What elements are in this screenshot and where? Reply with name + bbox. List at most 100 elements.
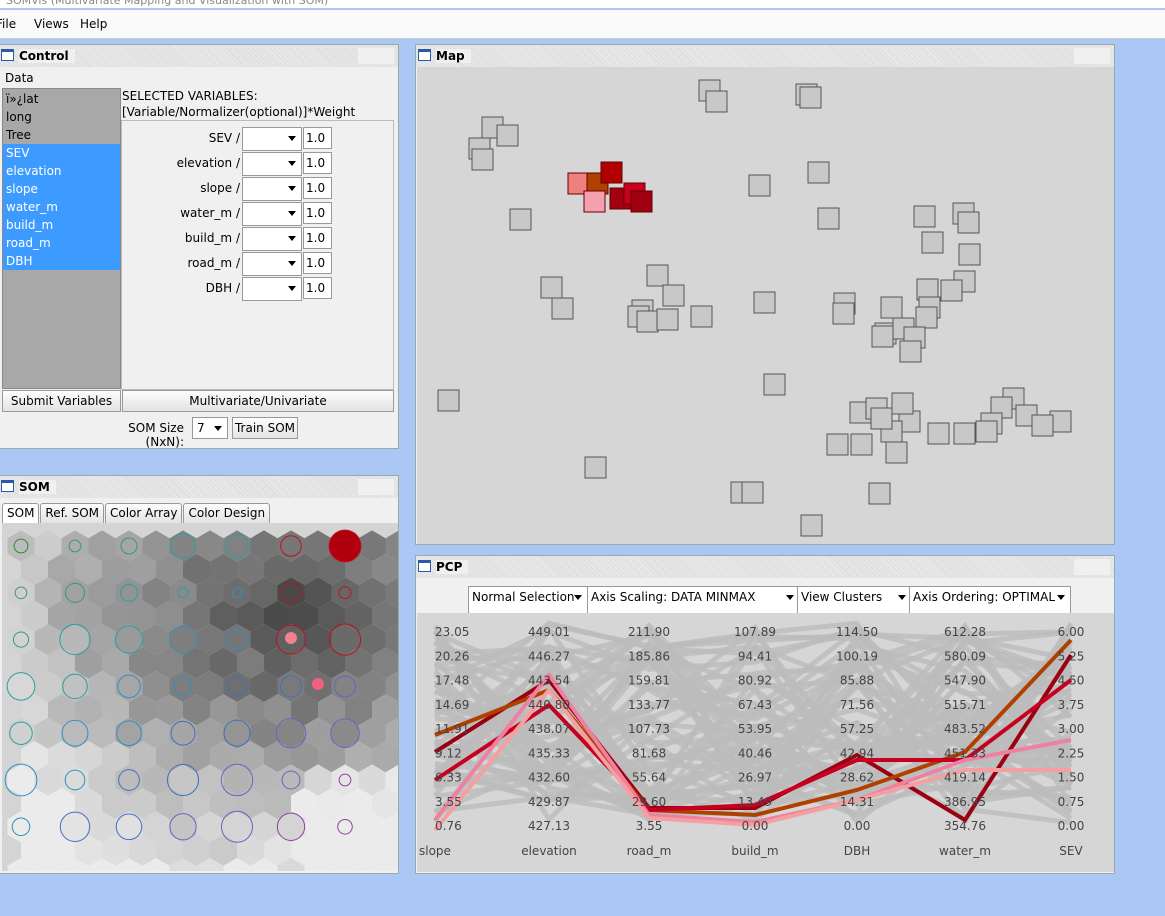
- hex-cell: [183, 647, 210, 679]
- axis-tick-label: 185.86: [628, 649, 670, 663]
- hex-cell: [7, 764, 35, 796]
- normalizer-combo[interactable]: [242, 227, 302, 251]
- hex-cell: [277, 764, 305, 796]
- variable-item[interactable]: build_m: [3, 216, 120, 234]
- map-node: [832, 302, 855, 325]
- panel-header: SOM: [0, 476, 398, 498]
- dropdown-label: Axis Ordering: OPTIMAL: [913, 590, 1056, 604]
- dropdown-label: View Clusters: [801, 590, 883, 604]
- som-size-combo[interactable]: 7: [192, 417, 228, 439]
- variable-list: ï»¿lat long Tree SEV elevation slope water_m bu…: [2, 88, 121, 389]
- node-circle: [64, 769, 86, 791]
- hex-cell: [372, 694, 398, 726]
- pcp-dropdown[interactable]: Axis Scaling: DATA MINMAX: [587, 586, 800, 616]
- axis-tick-label: 427.13: [528, 819, 570, 833]
- node-circle: [68, 539, 82, 553]
- pcp-panel: PCP Normal Selection Axis Scaling: DATA M…: [415, 555, 1115, 874]
- node-circle: [11, 817, 31, 837]
- normalizer-combo[interactable]: [242, 277, 302, 301]
- weight-field[interactable]: 1.0: [303, 227, 332, 249]
- hex-cell: [21, 834, 48, 866]
- variable-item[interactable]: long: [6, 110, 32, 124]
- normalizer-combo[interactable]: [242, 127, 302, 151]
- variable-item[interactable]: DBH: [3, 252, 120, 270]
- axis-tick-label: 580.09: [944, 649, 986, 663]
- hex-cell: [223, 811, 251, 843]
- hex-cell: [196, 624, 224, 656]
- hex-cell: [129, 834, 156, 866]
- hex-cell: [237, 600, 264, 632]
- window-title: SOMVis (Multivariate Mapping and Visuali…: [6, 0, 329, 7]
- row-label: road_m /: [122, 256, 240, 270]
- tab[interactable]: Color Array: [105, 503, 183, 523]
- weight-field[interactable]: 1.0: [303, 202, 332, 224]
- variable-item[interactable]: elevation: [3, 162, 120, 180]
- menu-item[interactable]: Help: [80, 17, 108, 31]
- pcp-dropdown[interactable]: Axis Ordering: OPTIMAL: [909, 586, 1071, 616]
- tab[interactable]: Ref. SOM: [40, 503, 104, 523]
- submit-button[interactable]: Submit Variables: [2, 390, 121, 412]
- map-node: [748, 174, 771, 197]
- node-circle: [59, 811, 91, 843]
- map-node: [913, 205, 936, 228]
- node-circle: [9, 721, 33, 745]
- variable-item[interactable]: water_m: [3, 198, 120, 216]
- weight-field[interactable]: 1.0: [303, 177, 332, 199]
- pcp-dropdown[interactable]: Normal Selection: [468, 586, 588, 616]
- node-circle: [114, 625, 144, 654]
- weight-field[interactable]: 1.0: [303, 277, 332, 299]
- normalizer-combo[interactable]: [242, 202, 302, 226]
- row-label: SEV /: [122, 131, 240, 145]
- hex-cell: [156, 834, 183, 866]
- tab[interactable]: Color Design: [183, 503, 271, 523]
- train-button[interactable]: Train SOM: [232, 417, 298, 439]
- node-circle: [118, 769, 140, 791]
- hex-cell: [372, 600, 398, 632]
- hex-cell: [385, 577, 398, 608]
- menu-bar: File Views Help: [0, 10, 1165, 39]
- variable-name: water_m: [180, 206, 233, 220]
- variable-item[interactable]: Tree: [6, 128, 32, 142]
- weight-field[interactable]: 1.0: [303, 152, 332, 174]
- node-circle: [116, 720, 142, 747]
- node-circle: [338, 773, 352, 787]
- weight-field[interactable]: 1.0: [303, 127, 332, 149]
- hex-cell: [183, 694, 210, 726]
- hex-cell: [7, 811, 35, 843]
- hex-cell: [358, 717, 386, 749]
- hex-cell: [183, 553, 210, 585]
- pcp-line: [434, 641, 1073, 824]
- hex-cell: [277, 717, 305, 749]
- hex-cell: [358, 530, 386, 562]
- normalizer-combo[interactable]: [242, 152, 302, 176]
- hex-cell: [345, 647, 372, 679]
- hex-cell: [169, 670, 197, 702]
- normalizer-combo[interactable]: [242, 177, 302, 201]
- node-circle: [280, 582, 302, 603]
- hex-cell: [88, 811, 116, 843]
- axis-tick-label: 432.60: [528, 771, 570, 785]
- menu-item[interactable]: Views: [34, 17, 69, 31]
- variable-item[interactable]: SEV: [3, 144, 120, 162]
- map-node: [880, 296, 903, 319]
- pcp-dropdown[interactable]: View Clusters: [797, 586, 912, 616]
- axis-tick-label: 419.14: [944, 771, 986, 785]
- variable-item[interactable]: ï»¿lat: [6, 92, 39, 106]
- axis-tick-label: 3.00: [1058, 722, 1085, 736]
- mode-button[interactable]: Multivariate/Univariate: [122, 390, 394, 412]
- variable-item[interactable]: road_m: [3, 234, 120, 252]
- hex-cell: [223, 530, 251, 562]
- node-circle: [173, 677, 193, 696]
- axis-tick-label: 435.33: [528, 746, 570, 760]
- normalizer-combo[interactable]: [242, 252, 302, 276]
- tab[interactable]: SOM: [2, 503, 40, 523]
- variable-item[interactable]: slope: [3, 180, 120, 198]
- node-circle: [59, 623, 91, 656]
- hex-cell: [372, 647, 398, 679]
- variable-name: SEV: [208, 131, 233, 145]
- map-node: [471, 148, 494, 171]
- weight-field[interactable]: 1.0: [303, 252, 332, 274]
- hex-cell: [156, 694, 183, 726]
- map-node: [636, 310, 659, 333]
- menu-item[interactable]: File: [0, 17, 17, 31]
